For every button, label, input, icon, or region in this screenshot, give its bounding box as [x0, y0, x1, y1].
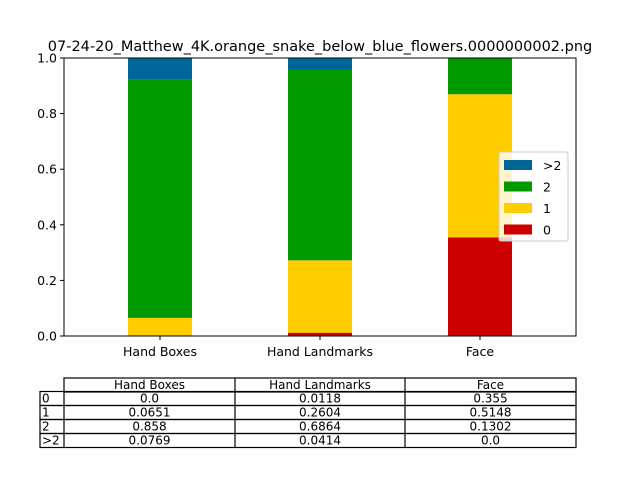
x-tick-label: Hand Boxes	[123, 344, 197, 359]
table-row-label: >2	[42, 434, 60, 448]
y-tick-label: 0.4	[37, 217, 57, 232]
table-cell: 0.6864	[299, 420, 341, 434]
table-cell: 0.858	[132, 420, 166, 434]
y-tick-label: 0.8	[37, 106, 57, 121]
legend: >2 2 1 0	[498, 151, 569, 242]
table-cell: 0.0	[481, 434, 500, 448]
table-row-label: 1	[42, 406, 50, 420]
legend-label: 2	[543, 180, 551, 195]
table-cell: 0.0651	[129, 406, 171, 420]
table-cell: 0.0	[140, 392, 159, 406]
bar-1-series-1	[288, 260, 352, 333]
bar-0-series-1	[128, 317, 192, 336]
y-tick-label: 0.6	[37, 162, 57, 177]
table-column-header: Hand Boxes	[114, 378, 185, 392]
legend-swatch	[504, 224, 532, 235]
bar-2-series-2	[448, 58, 512, 95]
bar-0-series-3	[128, 58, 192, 80]
table-cell: 0.2604	[299, 406, 341, 420]
y-tick-label: 0.0	[37, 329, 57, 344]
table-cell: 0.0118	[299, 392, 341, 406]
table-cell: 0.5148	[470, 406, 512, 420]
table-column-header: Face	[477, 378, 504, 392]
table-cell: 0.0769	[129, 434, 171, 448]
table-row-label: 0	[42, 392, 50, 406]
table-cell: 0.355	[473, 392, 507, 406]
x-tick-label: Hand Landmarks	[267, 344, 373, 359]
table-cell: 0.1302	[470, 420, 512, 434]
legend-swatch	[504, 203, 532, 213]
legend-swatch	[504, 181, 532, 192]
x-tick-label: Face	[466, 344, 495, 359]
bar-layer	[128, 58, 512, 336]
table-cell: 0.0414	[299, 434, 341, 448]
legend-label: 0	[543, 223, 551, 238]
chart-title: 07-24-20_Matthew_4K.orange_snake_below_b…	[48, 39, 592, 55]
bar-2-series-0	[448, 237, 512, 336]
table-row	[39, 432, 577, 449]
legend-frame	[498, 151, 569, 242]
legend-label: >2	[543, 158, 561, 173]
bar-1-series-3	[288, 58, 352, 70]
legend-swatch	[504, 160, 532, 170]
bar-1-series-2	[288, 69, 352, 261]
table-row-label: 2	[42, 420, 50, 434]
table-column-header: Hand Landmarks	[269, 378, 371, 392]
y-tick-label: 0.2	[37, 273, 57, 288]
bar-0-series-2	[128, 79, 192, 318]
bar-1-series-0	[288, 332, 352, 336]
y-tick-label: 1.0	[37, 51, 57, 66]
axis-layer: 0.0 0.2 0.4 0.6 0.8 1.0 Hand Boxes Hand Landmar…	[37, 51, 494, 360]
legend-label: 1	[543, 201, 551, 216]
